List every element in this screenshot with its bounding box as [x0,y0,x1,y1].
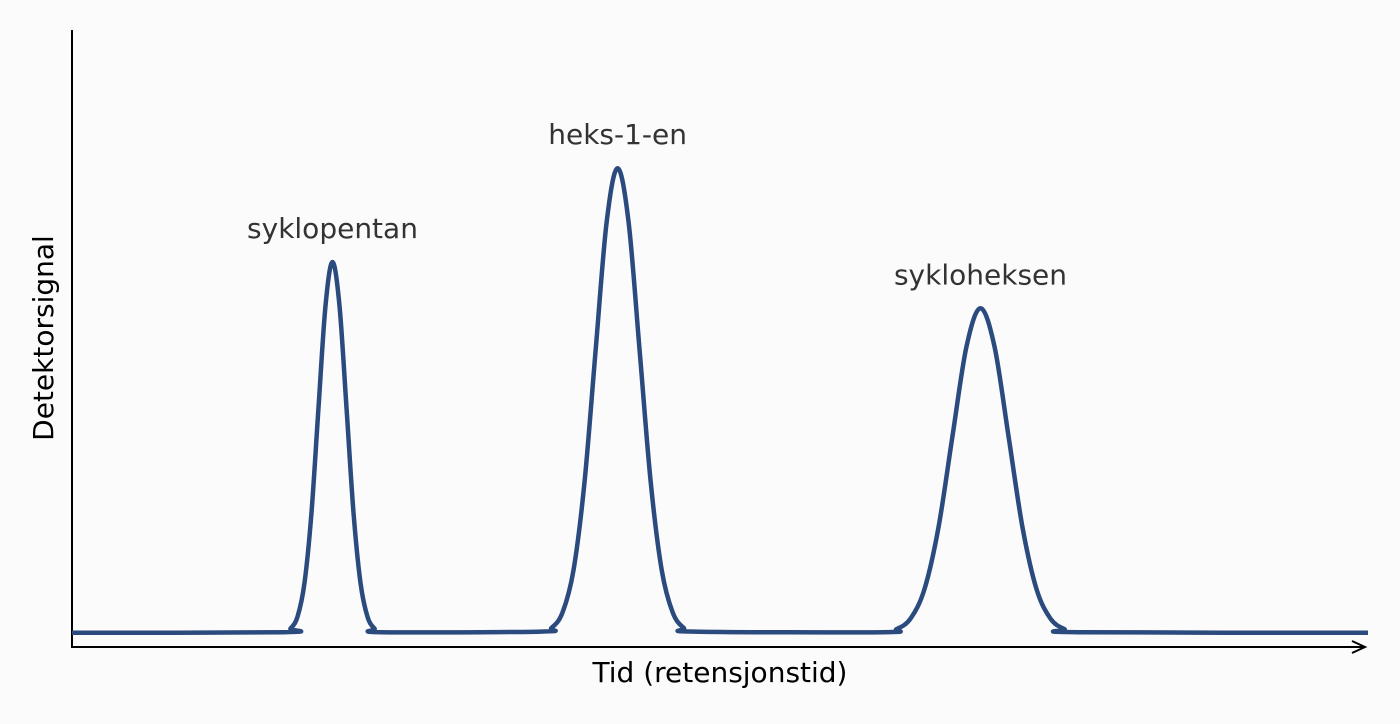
peak-label: sykloheksen [894,258,1067,291]
x-axis-arrow [1351,640,1368,654]
x-axis-label: Tid (retensjonstid) [592,656,848,689]
signal-line [71,165,1369,636]
peak-label: syklopentan [247,212,418,245]
peak-label: heks-1-en [548,118,687,151]
y-axis-label: Detektorsignal [27,235,60,441]
